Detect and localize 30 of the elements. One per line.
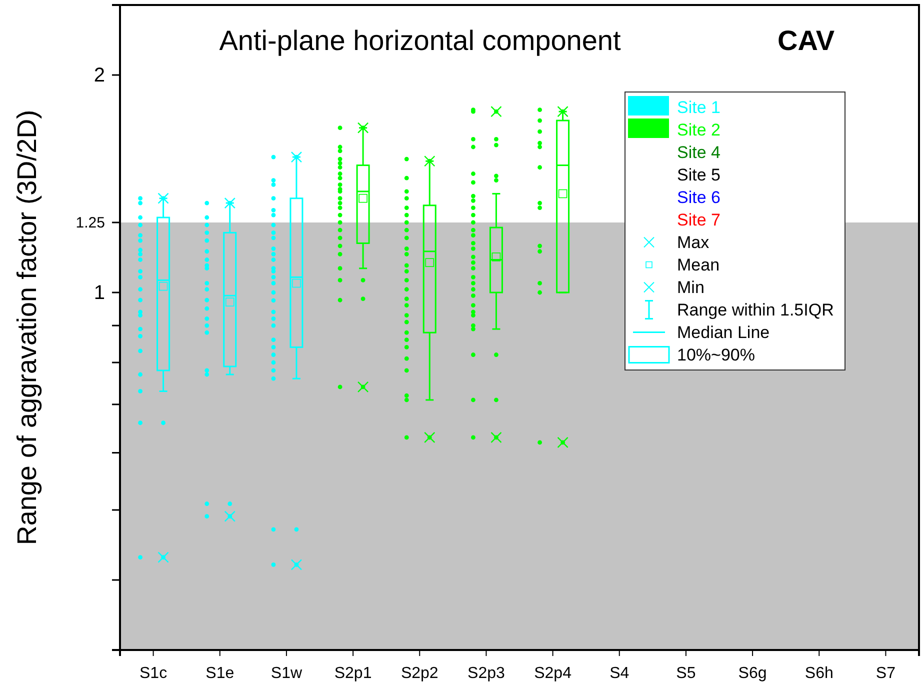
x-tick-label: S6h bbox=[804, 665, 834, 682]
legend-label: Site 1 bbox=[677, 98, 720, 117]
annotation: Range within 1.5IQR bbox=[677, 300, 834, 320]
legend-label: Site 2 bbox=[677, 120, 720, 140]
annotation: Median Line bbox=[677, 323, 770, 342]
annotation: Mean bbox=[677, 256, 720, 274]
x-tick-label: S2p1 bbox=[334, 665, 372, 682]
y-tick-label: 1.25 bbox=[76, 214, 105, 232]
x-tick-label: S2p2 bbox=[400, 665, 438, 682]
x-tick-label: S4 bbox=[610, 665, 630, 682]
text: Anti-plane horizontal component bbox=[219, 25, 622, 56]
x-tick-label: S5 bbox=[676, 665, 696, 682]
x-tick-label: S1c bbox=[140, 665, 168, 682]
x-tick-label: S2p3 bbox=[468, 665, 505, 682]
x-tick-label: S7 bbox=[876, 665, 896, 682]
annotation: 10%~90% bbox=[677, 346, 755, 364]
annotation: Max bbox=[677, 233, 710, 252]
y-axis-title: Range of aggravation factor (3D/2D) bbox=[12, 110, 42, 546]
x-tick-label: S1e bbox=[206, 665, 234, 682]
legend-label: Site 4 bbox=[677, 143, 720, 162]
x-tick-label: S2p4 bbox=[534, 665, 572, 682]
legend-label: Site 7 bbox=[677, 210, 720, 230]
y-tick-label: 1 bbox=[94, 282, 105, 304]
annotation: Min bbox=[677, 278, 704, 297]
y-tick-label: 2 bbox=[94, 64, 105, 86]
x-tick-label: S1w bbox=[270, 665, 302, 682]
x-tick-label: S6g bbox=[738, 665, 767, 682]
legend-label: Site 6 bbox=[677, 188, 720, 207]
legend-label: Site 5 bbox=[677, 166, 720, 184]
text: CAV bbox=[777, 25, 835, 56]
